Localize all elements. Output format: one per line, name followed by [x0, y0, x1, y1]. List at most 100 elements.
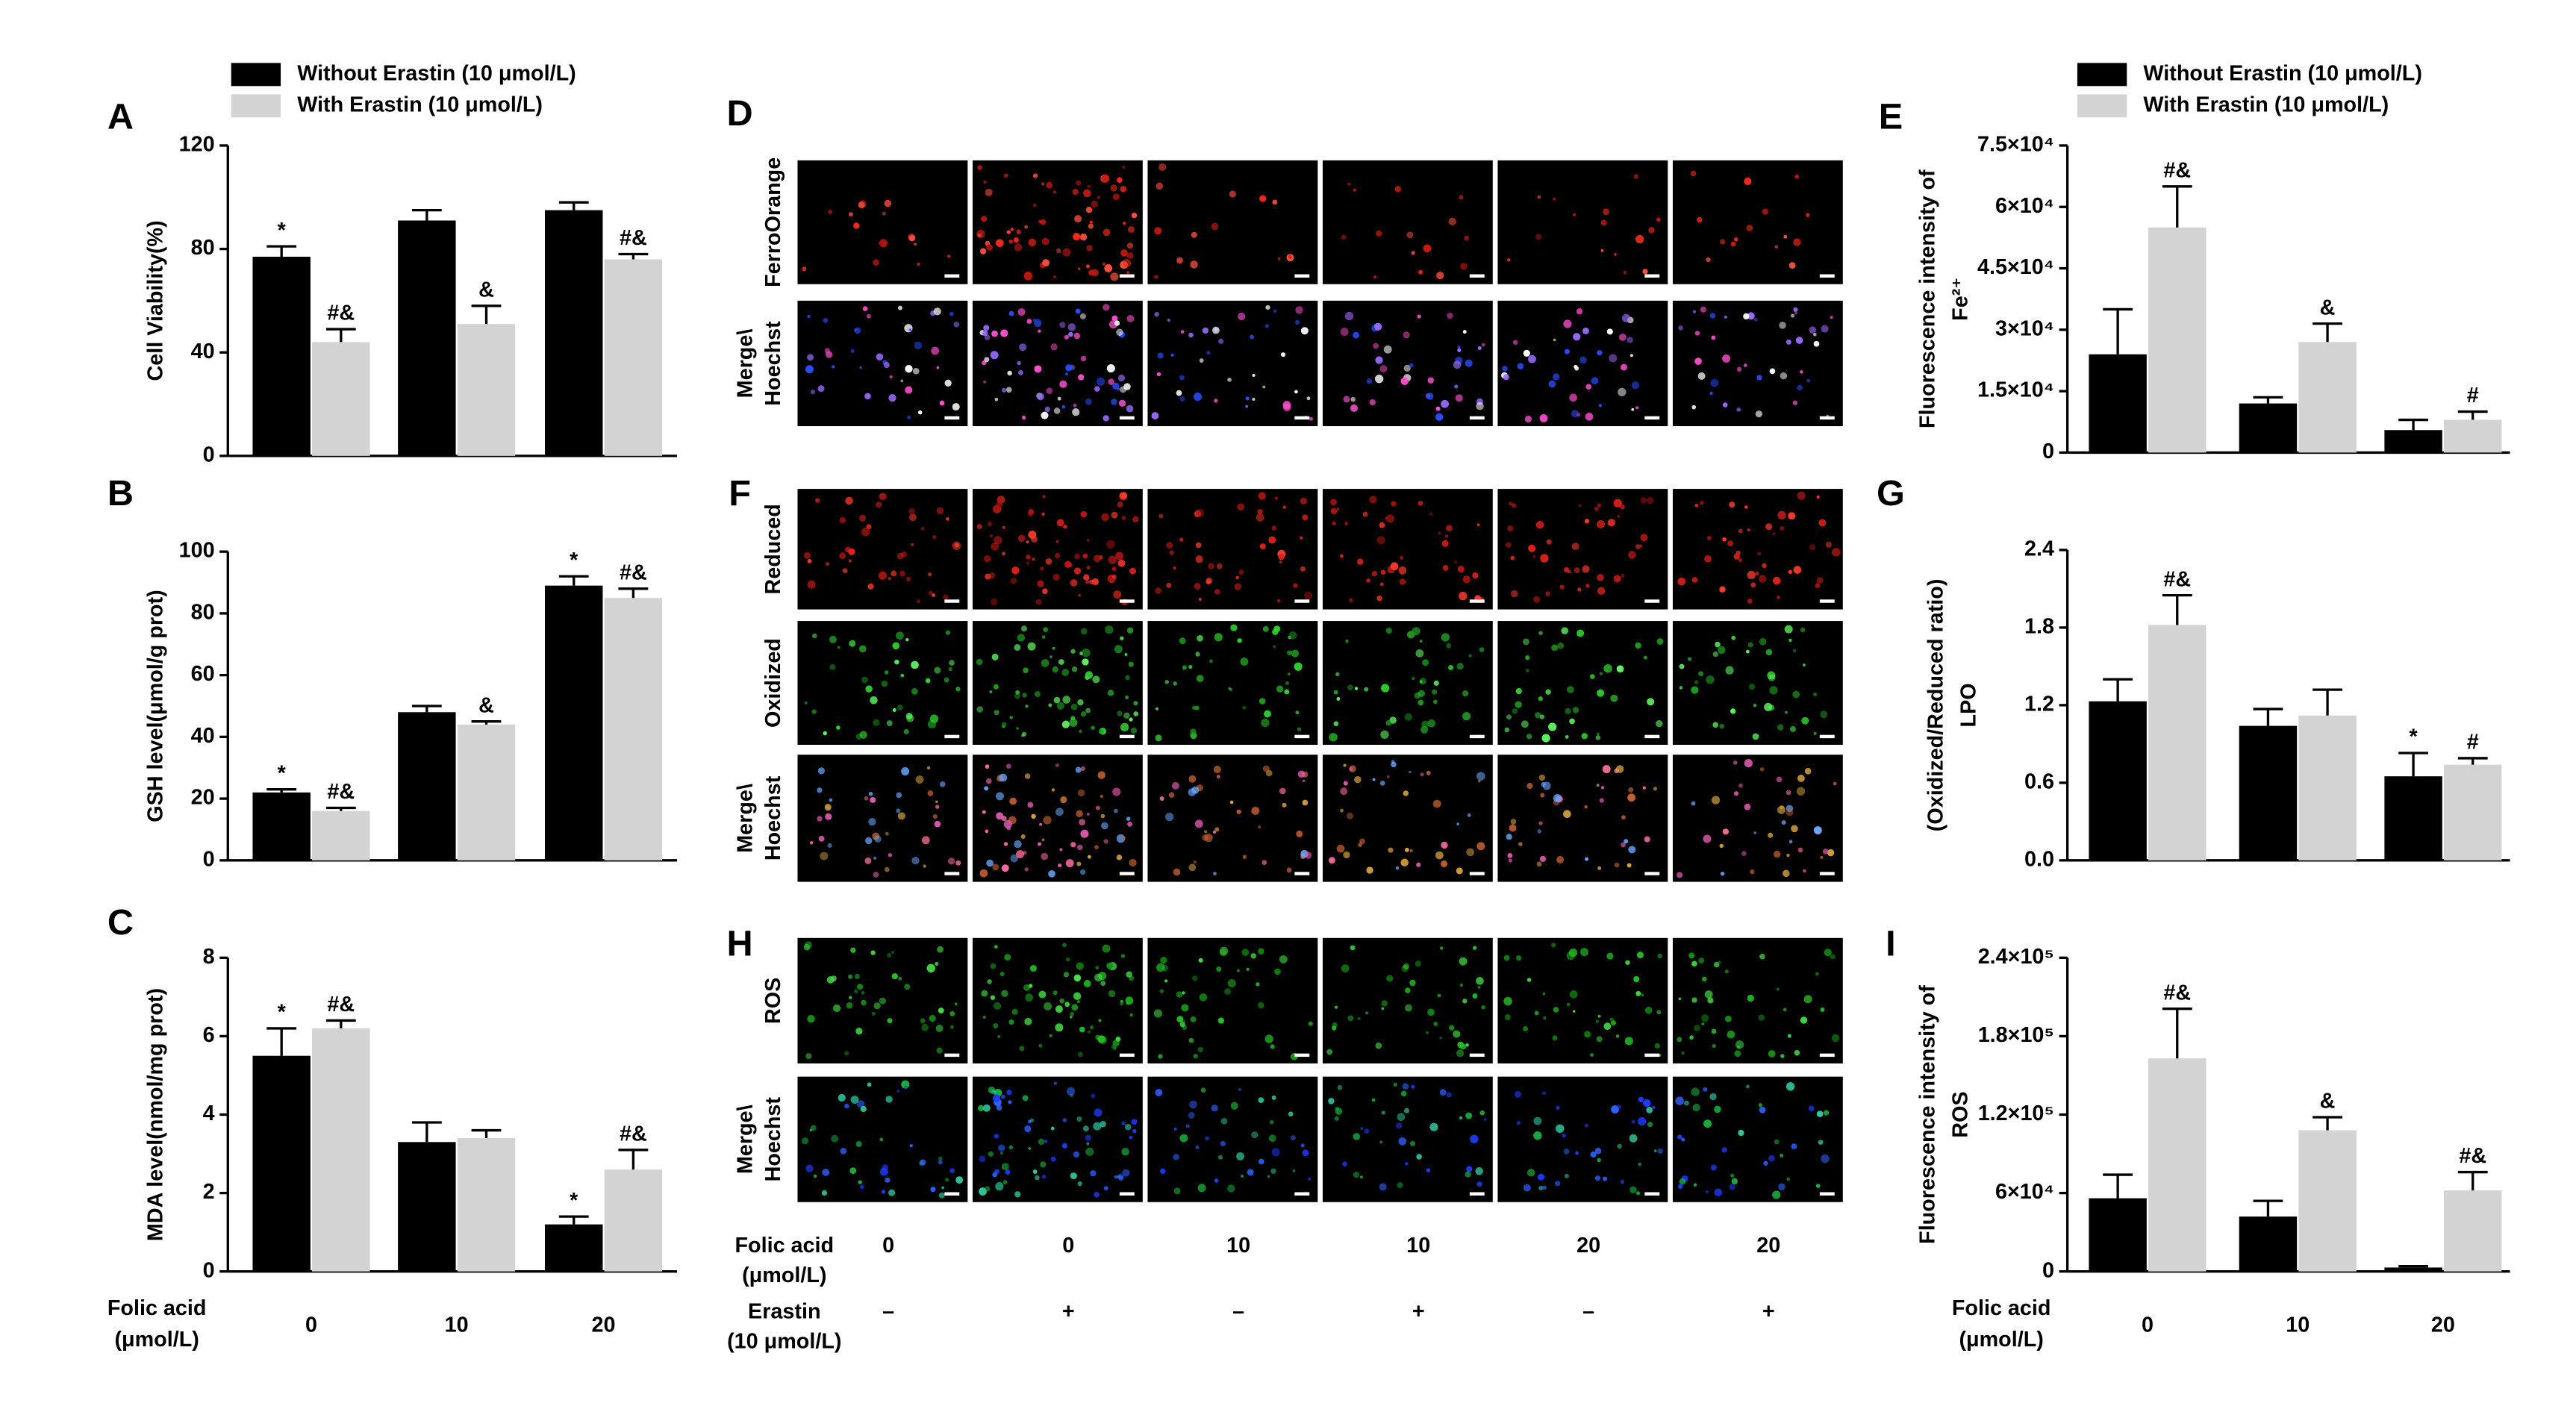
cell: [1350, 404, 1358, 412]
cell: [873, 872, 879, 878]
significance-label: *: [278, 761, 287, 785]
cell: [985, 764, 990, 769]
cell: [1516, 955, 1522, 961]
cell: [838, 1093, 846, 1102]
cell: [1024, 225, 1029, 229]
cell: [1343, 851, 1350, 859]
cell: [1753, 317, 1758, 322]
cell: [1086, 812, 1090, 816]
cell: [905, 386, 913, 394]
cell: [1815, 1184, 1821, 1188]
cell: [1085, 264, 1090, 269]
cell: [1157, 352, 1164, 359]
cell: [1657, 953, 1662, 959]
cell: [1053, 696, 1061, 704]
cell: [1398, 1137, 1407, 1146]
cell: [864, 796, 869, 801]
cell: [1476, 402, 1484, 410]
cell: [1631, 407, 1635, 411]
cell: [990, 351, 999, 360]
cell: [1585, 413, 1594, 421]
cell: [840, 1147, 847, 1155]
cell: [1459, 591, 1468, 601]
scale-bar: [1119, 1053, 1135, 1058]
cell: [848, 212, 853, 217]
cell: [1635, 990, 1641, 996]
panel-letter: D: [726, 93, 752, 134]
y-tick-label: 2: [203, 1180, 215, 1204]
cell: [976, 706, 984, 713]
micrograph: [1672, 160, 1843, 284]
cell: [1712, 1043, 1716, 1049]
cell: [1765, 523, 1772, 531]
cell: [1001, 990, 1008, 998]
cell: [1441, 841, 1448, 849]
cell: [885, 1096, 893, 1103]
cell: [945, 1178, 949, 1182]
cell: [944, 379, 952, 387]
cell: [1436, 271, 1444, 280]
cell: [1280, 352, 1286, 357]
cell: [1379, 781, 1385, 786]
bar: [2089, 701, 2147, 860]
cell: [1532, 555, 1535, 558]
cell: [1438, 531, 1441, 535]
cell: [984, 357, 990, 363]
cell: [1199, 358, 1204, 363]
error-bar: [471, 304, 502, 325]
panel-letter: C: [107, 902, 134, 943]
cell: [896, 631, 904, 640]
cell: [1073, 992, 1082, 1000]
cell: [1182, 665, 1187, 670]
cell: [1476, 1181, 1482, 1187]
cell: [1677, 1184, 1683, 1189]
cell: [1468, 654, 1472, 657]
cell: [1624, 839, 1629, 844]
cell: [1733, 553, 1740, 560]
cell: [1188, 1112, 1195, 1119]
cell: [934, 666, 941, 674]
cell: [1584, 1031, 1591, 1038]
cell: [1365, 1011, 1368, 1015]
cell: [1008, 1100, 1012, 1105]
cell: [1614, 253, 1617, 256]
cell: [1256, 982, 1260, 987]
cell: [1003, 842, 1008, 846]
cell: [1131, 212, 1138, 219]
cell: [1373, 343, 1379, 349]
cell: [1391, 501, 1397, 507]
significance-label: &: [478, 278, 494, 302]
cell: [1477, 779, 1481, 783]
cell: [1758, 1014, 1765, 1021]
cell: [1542, 992, 1546, 996]
cell: [1755, 571, 1759, 575]
cell: [994, 945, 998, 949]
cell: [1179, 637, 1186, 645]
cell: [1037, 580, 1044, 587]
cell: [1437, 993, 1441, 998]
cell: [1600, 786, 1605, 790]
cell: [1597, 350, 1603, 356]
cell: [1815, 972, 1819, 976]
scale-bar: [1819, 1053, 1835, 1058]
cell: [976, 658, 983, 666]
cell: [1160, 1168, 1166, 1174]
cell: [805, 1164, 814, 1172]
cell: [1181, 1004, 1189, 1012]
cell: [1083, 189, 1091, 198]
cell: [859, 1184, 864, 1190]
cell: [886, 952, 892, 958]
cell: [1599, 672, 1603, 675]
scale-bar: [944, 1053, 960, 1058]
error-bar: [2313, 688, 2342, 716]
cell: [1822, 849, 1829, 855]
cell: [1042, 495, 1046, 499]
cell: [1633, 174, 1638, 179]
cell: [1026, 540, 1029, 543]
cell: [1689, 1035, 1694, 1040]
y-axis-label: (Oxidized/Reduced ratio): [1924, 579, 1947, 832]
cell: [1214, 827, 1220, 832]
cell: [897, 305, 902, 310]
cell: [892, 642, 900, 650]
cell: [1690, 170, 1697, 177]
